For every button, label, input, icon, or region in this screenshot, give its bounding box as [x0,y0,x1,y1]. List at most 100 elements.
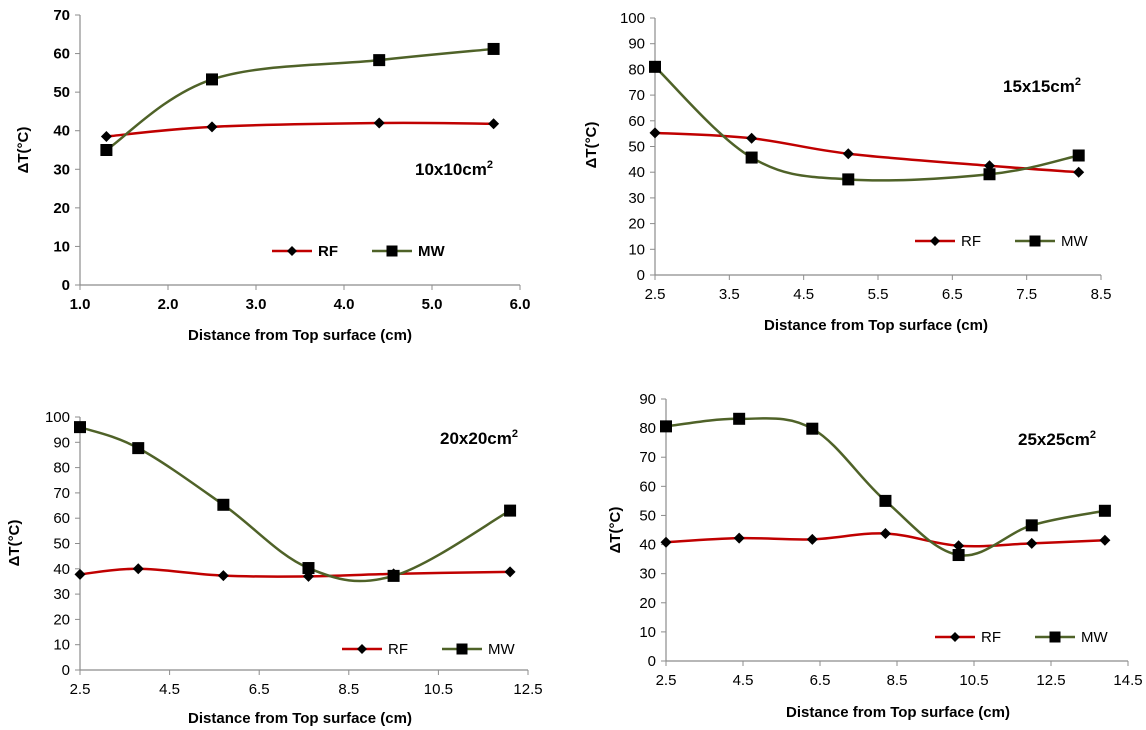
x-tick-label: 2.5 [70,681,91,698]
rf-point [132,563,144,575]
y-tick-label: 30 [53,586,70,603]
y-axis-title: ΔT(°C) [583,122,600,169]
y-tick-label: 80 [639,420,656,437]
x-axis-title: Distance from Top surface (cm) [188,710,412,727]
x-tick-label: 4.5 [793,286,814,303]
series-line-rf [654,131,1079,174]
panel-title: 25x25cm2 [1018,429,1096,449]
y-tick-label: 10 [639,624,656,641]
series-line-mw [79,425,511,583]
y-tick-label: 20 [639,595,656,612]
x-tick-label: 4.5 [159,681,180,698]
y-tick-label: 60 [53,46,70,63]
mw-point [487,42,500,55]
mw-point [74,421,86,434]
y-tick-label: 90 [639,391,656,408]
x-axis-title: Distance from Top surface (cm) [188,327,412,344]
y-tick-label: 100 [45,409,70,426]
panel-title: 15x15cm2 [1003,76,1081,96]
rf-point [733,532,745,544]
y-tick-label: 10 [628,241,645,258]
y-tick-label: 40 [53,123,70,140]
mw-point [660,420,672,433]
x-tick-label: 4.5 [733,672,754,689]
x-axis-title: Distance from Top surface (cm) [786,704,1010,721]
mw-point [1098,504,1111,517]
legend-label-mw: MW [418,243,445,260]
legend-mw-marker [1029,235,1041,247]
series-line-mw [105,47,494,152]
y-tick-label: 50 [53,536,70,553]
mw-point [745,151,758,164]
chart-15x15: 0 10 20 30 40 50 60 70 80 90 100 2.5 3.5 4.5 5.5 6.5 7.5… [583,10,1111,334]
x-tick-label: 8.5 [887,672,908,689]
y-tick-label: 40 [639,537,656,554]
y-tick-label: 0 [62,277,70,294]
x-tick-label: 6.5 [249,681,270,698]
mw-point [879,494,892,507]
legend-mw-marker [456,643,468,655]
rf-point [879,527,891,539]
y-axis-title: ΔT(°C) [15,127,32,174]
legend-rf-marker [287,246,297,256]
mw-point [733,412,746,425]
y-tick-label: 50 [628,139,645,156]
chart-20x20: 0 10 20 30 40 50 60 70 80 90 100 2.5 4.5 6.5 8.5 10.5 12… [6,409,543,727]
chart-10x10: 0 10 20 30 40 50 60 70 1.0 2.0 3.0 4.0 5.0 6.0 Distanc… [15,7,530,344]
x-tick-label: 8.5 [338,681,359,698]
panel-title-superscript: 2 [487,159,493,171]
panel-title-text: 15x15cm [1003,77,1075,96]
x-tick-label: 14.5 [1113,672,1142,689]
rf-point [504,566,516,578]
legend-label-rf: RF [961,233,981,250]
x-tick-label: 1.0 [70,296,91,313]
legend-label-rf: RF [981,629,1001,646]
y-tick-label: 60 [639,478,656,495]
rf-point [842,148,854,160]
y-tick-label: 70 [639,449,656,466]
rf-point [1026,537,1038,549]
panel-title: 10x10cm2 [415,159,493,179]
y-tick-label: 40 [53,561,70,578]
mw-point [100,144,113,156]
y-tick-label: 0 [637,267,645,284]
mw-point [1025,519,1038,532]
y-tick-label: 10 [53,238,70,255]
panel-title-text: 10x10cm [415,160,487,179]
y-tick-label: 20 [628,216,645,233]
x-tick-label: 6.5 [810,672,831,689]
y-tick-label: 70 [628,87,645,104]
legend-label-mw: MW [1081,629,1108,646]
mw-point [842,173,855,186]
rf-point [746,132,758,144]
legend-label-rf: RF [388,641,408,658]
y-tick-label: 50 [639,507,656,524]
rf-point [373,117,385,129]
rf-point [1099,534,1111,546]
y-tick-label: 60 [628,113,645,130]
mw-point [302,562,315,575]
rf-point [74,568,86,580]
panel-title-superscript: 2 [1090,429,1096,441]
rf-point [488,118,500,130]
y-tick-label: 70 [53,485,70,502]
x-tick-label: 2.0 [158,296,179,313]
y-tick-label: 90 [628,36,645,53]
y-tick-label: 60 [53,510,70,527]
x-tick-label: 4.0 [334,296,355,313]
mw-point [952,549,965,562]
y-axis-title: ΔT(°C) [607,507,624,554]
legend-label-rf: RF [318,243,338,260]
mw-point [373,54,386,67]
mw-point [217,498,230,511]
panel-title-superscript: 2 [1075,76,1081,88]
y-tick-label: 30 [628,190,645,207]
legend-label-mw: MW [488,641,515,658]
x-tick-label: 5.5 [868,286,889,303]
rf-point [100,131,112,142]
x-tick-label: 3.0 [246,296,267,313]
x-tick-label: 5.0 [422,296,443,313]
panel-title-text: 25x25cm [1018,430,1090,449]
y-tick-label: 20 [53,611,70,628]
